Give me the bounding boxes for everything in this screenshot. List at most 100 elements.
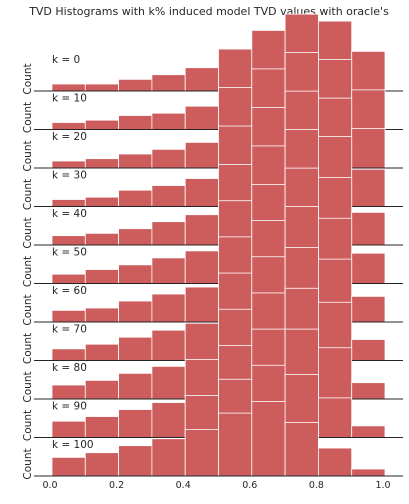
histogram-bar [351, 425, 386, 438]
x-tick-label: 1.0 [375, 480, 390, 491]
row-label: k = 70 [52, 324, 87, 336]
histogram-bar [184, 214, 219, 246]
row-label: k = 40 [52, 208, 87, 220]
histogram-bar [184, 250, 219, 284]
row-label: k = 100 [52, 439, 94, 451]
histogram-bar [184, 141, 219, 169]
histogram-bar [317, 447, 353, 477]
histogram-bar [351, 252, 386, 284]
histogram-bar [151, 74, 186, 92]
histogram-bar [218, 48, 253, 92]
x-tick-label: 0.2 [109, 480, 124, 491]
x-axis: 0.0 0.2 0.4 0.6 0.8 1.0 [42, 480, 390, 491]
histogram-bar [151, 402, 186, 438]
y-axis-label: Count [22, 63, 34, 94]
x-tick-label: 0.4 [176, 480, 191, 491]
row-label: k = 80 [52, 362, 87, 374]
histogram-bar [51, 235, 86, 246]
histogram-bar [84, 83, 120, 92]
histogram-bar [151, 329, 186, 361]
histogram-bar [151, 185, 186, 207]
histogram-bar [51, 273, 86, 284]
histogram-bar [251, 401, 286, 477]
histogram-bar [51, 160, 86, 169]
histogram-bar [118, 409, 153, 438]
histogram-bar [151, 148, 186, 169]
y-axis-label: Count [22, 102, 34, 133]
histogram-bar [84, 232, 120, 246]
histogram-row: k = 100 Count [22, 401, 403, 480]
x-tick-label: 0.6 [242, 480, 257, 491]
row-label: k = 60 [52, 285, 87, 297]
y-axis-label: Count [22, 140, 34, 171]
histogram-bar [151, 221, 186, 246]
histogram-bar [118, 264, 153, 284]
histogram-bar [317, 397, 353, 438]
histogram-rows: k = 0 Count k = 10 Count k = 20 Count k = 30 Co… [22, 13, 403, 480]
histogram-bar [184, 286, 219, 323]
histogram-bar [284, 422, 319, 477]
histogram-bar [351, 468, 386, 477]
histogram-bar [118, 372, 153, 400]
histogram-bar [118, 153, 153, 169]
row-label: k = 20 [52, 131, 87, 143]
histogram-bar [51, 83, 86, 92]
histogram-bar [118, 189, 153, 207]
histogram-bar [351, 127, 386, 169]
row-label: k = 0 [52, 54, 80, 66]
histogram-bar [84, 119, 120, 130]
histogram-bar [51, 384, 86, 400]
histogram-bar [84, 196, 120, 207]
histogram-bar [351, 50, 386, 92]
histogram-bar [118, 228, 153, 246]
histogram-bar [118, 115, 153, 130]
histogram-bar [184, 322, 219, 361]
y-axis-label: Count [22, 294, 34, 325]
histogram-bar [151, 365, 186, 400]
histogram-bar [351, 168, 386, 207]
histogram-bar [51, 348, 86, 361]
histogram-bar [51, 456, 86, 477]
histogram-bar [184, 178, 219, 207]
histogram-bar [184, 428, 219, 477]
histogram-bar [218, 87, 253, 130]
histogram-bar [84, 269, 120, 284]
chart-title: TVD Histograms with k% induced model TVD… [28, 5, 389, 18]
histogram-bar [84, 452, 120, 477]
histogram-bar [84, 158, 120, 169]
histogram-bar [118, 336, 153, 361]
histogram-bar [118, 78, 153, 92]
histogram-bar [218, 164, 253, 207]
histogram-bar [151, 293, 186, 323]
row-label: k = 10 [52, 93, 87, 105]
y-axis-label: Count [22, 333, 34, 364]
row-label: k = 50 [52, 247, 87, 259]
histogram-bar [118, 445, 153, 477]
histogram-bar [184, 105, 219, 130]
y-axis-label: Count [22, 371, 34, 402]
histogram-bar [51, 420, 86, 438]
histogram-bar [151, 438, 186, 477]
y-axis-label: Count [22, 448, 34, 479]
x-tick-label: 0.8 [309, 480, 324, 491]
y-axis-label: Count [22, 410, 34, 441]
histogram-bar [51, 122, 86, 130]
histogram-bar [84, 416, 120, 438]
histogram-bar [84, 379, 120, 400]
histogram-bar [118, 300, 153, 323]
histogram-bar [84, 307, 120, 323]
histogram-bar [351, 89, 386, 130]
histogram-bar [184, 67, 219, 92]
x-tick-label: 0.0 [42, 480, 57, 491]
histogram-bar [51, 199, 86, 207]
histogram-bar [218, 412, 253, 477]
histogram-bar [151, 257, 186, 284]
row-label: k = 90 [52, 401, 87, 413]
histogram-bar [317, 347, 353, 400]
histogram-bar [184, 358, 219, 400]
histogram-bar [218, 125, 253, 169]
histogram-bar [51, 309, 86, 323]
y-axis-label: Count [22, 256, 34, 287]
